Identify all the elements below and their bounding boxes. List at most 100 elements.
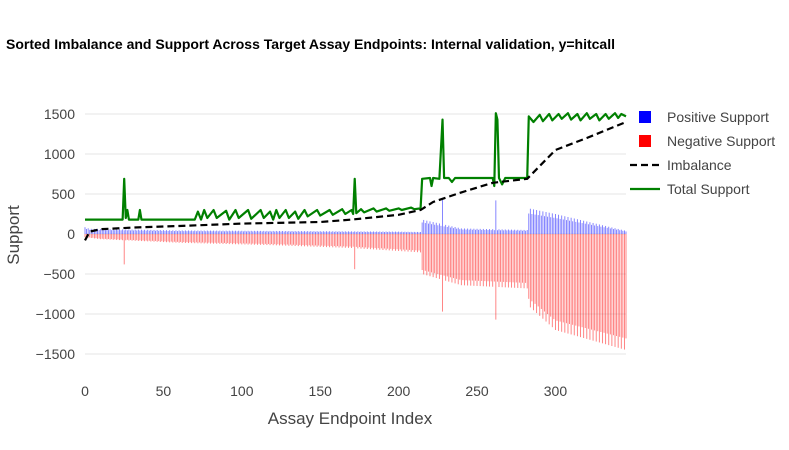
negative-bar — [373, 234, 374, 250]
positive-bar — [487, 230, 489, 234]
positive-bar — [457, 227, 459, 234]
negative-bar — [227, 234, 229, 244]
negative-bar — [537, 234, 539, 307]
legend-item-total-support[interactable]: Total Support — [630, 181, 750, 197]
positive-bar — [285, 231, 287, 234]
positive-bar — [194, 230, 196, 234]
negative-bar — [84, 234, 86, 238]
positive-bar — [503, 230, 505, 234]
negative-bar — [341, 234, 343, 248]
negative-bar — [172, 234, 174, 243]
positive-bar — [407, 231, 409, 234]
positive-bar — [269, 230, 271, 234]
negative-bar — [335, 234, 337, 248]
positive-bar — [191, 230, 193, 234]
series-lines — [84, 112, 627, 241]
positive-bar — [104, 230, 106, 234]
negative-bar — [402, 234, 404, 250]
negative-bar — [332, 234, 334, 248]
legend-label: Positive Support — [667, 109, 769, 125]
positive-bar — [404, 231, 406, 234]
negative-bar — [558, 234, 560, 331]
negative-bar — [225, 234, 227, 244]
negative-bar — [340, 234, 342, 247]
positive-bar — [376, 231, 378, 234]
negative-bar — [258, 234, 260, 244]
positive-bar — [202, 231, 204, 234]
positive-bar — [296, 231, 298, 234]
positive-bar — [249, 231, 251, 234]
positive-bar — [438, 223, 440, 234]
positive-bar — [280, 231, 282, 234]
positive-bar — [294, 231, 296, 234]
positive-bar — [186, 231, 188, 234]
negative-bar — [98, 234, 100, 239]
negative-bar — [406, 234, 407, 250]
negative-bar — [366, 234, 368, 249]
negative-bar — [614, 234, 616, 347]
positive-bar — [208, 231, 210, 234]
negative-bar — [275, 234, 277, 246]
positive-bar — [369, 231, 371, 234]
positive-bar — [109, 229, 111, 234]
positive-bar — [346, 231, 348, 234]
negative-bar — [619, 234, 621, 337]
negative-bar — [374, 234, 376, 248]
negative-bar — [269, 234, 271, 246]
negative-bar — [337, 234, 338, 247]
negative-bar — [241, 234, 243, 245]
negative-bar — [493, 234, 495, 282]
legend-label: Imbalance — [667, 157, 732, 173]
positive-bar — [244, 230, 246, 234]
negative-bar — [544, 234, 545, 312]
positive-bar — [526, 230, 528, 234]
positive-bar — [620, 229, 622, 234]
positive-bar — [340, 231, 342, 234]
y-tick-label: −1500 — [36, 346, 76, 362]
positive-support-bars — [84, 198, 627, 234]
negative-bar — [131, 234, 133, 241]
positive-bar — [117, 230, 119, 234]
positive-bar — [247, 230, 249, 234]
positive-bar — [481, 229, 483, 234]
positive-bar — [242, 231, 244, 234]
negative-bar — [553, 234, 555, 320]
negative-bar — [161, 234, 163, 242]
legend-item-negative-support[interactable]: Negative Support — [639, 133, 775, 149]
positive-bar — [316, 231, 318, 234]
positive-bar — [460, 228, 462, 234]
negative-bar — [584, 234, 586, 328]
positive-bar — [496, 230, 498, 234]
positive-bar — [528, 213, 530, 234]
positive-bar — [97, 228, 98, 234]
positive-bar — [354, 231, 356, 234]
positive-bar — [398, 231, 400, 234]
legend[interactable]: Positive Support Negative Support Imbalanc… — [630, 109, 775, 197]
positive-bar — [337, 231, 338, 234]
positive-bar — [358, 231, 360, 234]
negative-bar — [268, 234, 269, 244]
positive-bar — [418, 232, 420, 234]
positive-bar — [134, 229, 136, 234]
negative-bar — [147, 234, 149, 242]
positive-bar — [112, 229, 114, 234]
positive-bar — [111, 230, 113, 234]
negative-bar — [224, 234, 225, 243]
negative-bar — [427, 234, 429, 272]
positive-bar — [206, 230, 208, 234]
negative-bar — [548, 234, 550, 325]
negative-bar — [151, 234, 153, 241]
y-tick-label: 1000 — [44, 146, 75, 162]
negative-bar — [418, 234, 420, 251]
positive-bar — [548, 212, 550, 234]
negative-bar — [518, 234, 520, 283]
negative-bar — [321, 234, 323, 246]
negative-bar — [608, 234, 610, 346]
positive-bar — [302, 231, 304, 234]
positive-bar — [228, 230, 230, 234]
legend-item-imbalance[interactable]: Imbalance — [630, 157, 732, 173]
negative-bar — [263, 234, 265, 245]
legend-item-positive-support[interactable]: Positive Support — [639, 109, 769, 125]
positive-bar — [308, 231, 310, 234]
positive-bar — [125, 229, 127, 234]
